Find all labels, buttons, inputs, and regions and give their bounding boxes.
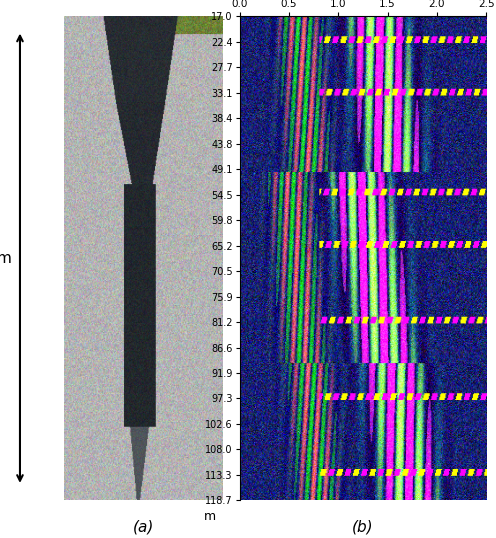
Text: (a): (a) [133,520,155,535]
Text: m: m [0,251,11,266]
Text: m: m [204,510,216,523]
Text: (b): (b) [352,520,373,535]
Text: ms: ms [467,0,486,2]
